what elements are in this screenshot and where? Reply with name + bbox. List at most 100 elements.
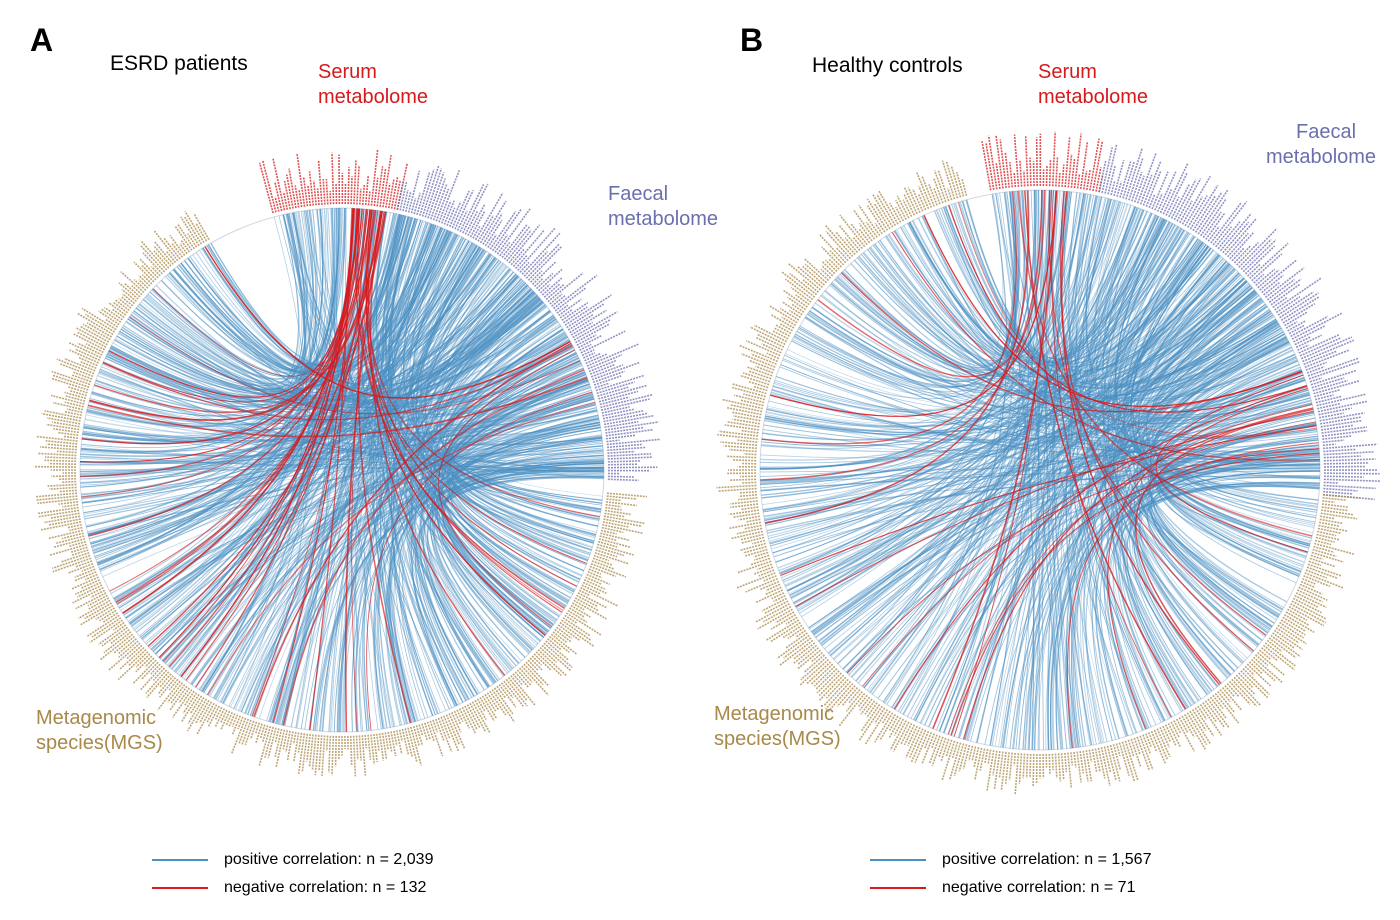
positive-correlation-link	[1118, 435, 1319, 719]
mgs-node-label	[37, 498, 78, 505]
positive-correlation-link	[869, 190, 1053, 694]
mgs-node-label	[803, 257, 830, 282]
mgs-node-label	[193, 213, 210, 241]
mgs-node-label	[69, 349, 99, 364]
positive-correlation-link	[159, 302, 545, 659]
positive-correlation-link	[209, 209, 366, 697]
serum-node-label	[298, 189, 303, 208]
positive-correlation-link	[762, 255, 1221, 505]
serum-node-label	[382, 154, 392, 208]
serum-node-label	[294, 185, 300, 208]
faecal-node-label	[1275, 296, 1301, 314]
mgs-node-label	[1262, 644, 1295, 671]
mgs-node-label	[583, 579, 606, 590]
faecal-node-label	[607, 463, 638, 466]
mgs-node-label	[731, 411, 762, 419]
mgs-node-label	[1321, 503, 1349, 509]
ring	[759, 189, 1321, 751]
faecal-node-label	[547, 272, 584, 303]
mgs-node-label	[765, 583, 781, 592]
faecal-node-label	[469, 210, 486, 238]
negative-correlation-link	[204, 246, 571, 399]
faecal-node-label	[1098, 160, 1107, 193]
mgs-node-label	[909, 728, 924, 758]
faecal-node-label	[1282, 302, 1316, 324]
mgs-node-label	[434, 718, 445, 742]
faecal-node-label	[1240, 238, 1272, 271]
negative-correlation-link	[950, 452, 1320, 736]
faecal-node-label	[459, 184, 485, 233]
mgs-node-label	[387, 731, 393, 752]
mgs-node-label	[398, 729, 403, 742]
positive-correlation-link	[775, 314, 1274, 420]
mgs-node-label	[576, 594, 599, 608]
faecal-node-label	[1323, 484, 1376, 490]
positive-correlation-link	[80, 409, 598, 457]
faecal-node-label	[1128, 158, 1144, 201]
positive-correlation-link	[781, 483, 1320, 578]
positive-correlation-link	[795, 280, 1247, 607]
mgs-node-label	[43, 515, 81, 524]
mgs-node-label	[738, 490, 757, 494]
mgs-node-label	[118, 282, 139, 300]
mgs-node-label	[51, 374, 90, 389]
faecal-node-label	[545, 284, 565, 301]
mgs-node-label	[900, 722, 913, 746]
mgs-node-label	[244, 720, 255, 746]
mgs-node-label	[1235, 674, 1256, 696]
mgs-node-label	[512, 673, 524, 686]
serum-node-label	[1064, 137, 1071, 188]
faecal-node-label	[410, 197, 417, 214]
legend-negative-text: negative correlation: n = 132	[224, 879, 427, 896]
mgs-node-label	[214, 708, 226, 728]
positive-correlation-link	[920, 254, 1219, 724]
faecal-node-label	[1270, 283, 1301, 306]
mgs-node-label	[505, 678, 528, 707]
faecal-node-label	[1251, 253, 1283, 282]
mgs-node-label	[946, 187, 953, 201]
positive-correlation-link	[1115, 218, 1311, 545]
positive-correlation-link	[98, 372, 604, 473]
faecal-node-label	[1104, 143, 1118, 194]
mgs-node-label	[95, 607, 116, 621]
positive-correlation-link	[821, 389, 1309, 646]
mgs-node-label	[600, 532, 630, 542]
faecal-node-label	[1261, 274, 1284, 294]
positive-correlation-link	[115, 338, 598, 435]
positive-correlation-link	[418, 250, 566, 608]
mgs-node-label	[158, 676, 177, 698]
mgs-node-label	[51, 377, 89, 391]
faecal-node-label	[587, 354, 623, 370]
mgs-node-label	[48, 518, 81, 526]
faecal-node-label	[1317, 402, 1341, 410]
mgs-node-label	[292, 731, 297, 745]
positive-correlation-link	[759, 198, 1110, 470]
positive-correlation-link	[760, 230, 1186, 461]
mgs-node-label	[308, 734, 314, 768]
mgs-node-label	[355, 735, 359, 760]
serum-node-label	[1032, 161, 1035, 187]
serum-node-label	[376, 166, 384, 207]
faecal-node-label	[484, 219, 503, 247]
serum-node-label	[385, 183, 391, 208]
mgs-node-label	[585, 576, 603, 586]
mgs-node-label	[950, 166, 962, 198]
mgs-node-label	[582, 581, 607, 595]
mgs-node-label	[752, 566, 774, 576]
positive-correlation-link	[111, 208, 341, 396]
positive-correlation-link	[942, 309, 1270, 734]
mgs-label-line2: species(MGS)	[714, 728, 841, 750]
positive-correlation-link	[81, 234, 458, 496]
mgs-node-label	[437, 717, 453, 753]
positive-correlation-link	[208, 473, 604, 696]
faecal-node-label	[407, 170, 421, 213]
mgs-node-label	[730, 500, 758, 505]
mgs-node-label	[799, 658, 830, 686]
mgs-node-label	[195, 699, 210, 724]
positive-correlation-link	[811, 264, 1232, 392]
mgs-node-label	[1322, 497, 1347, 501]
mgs-node-label	[836, 685, 856, 707]
positive-correlation-link	[821, 294, 1320, 467]
positive-correlation-link	[355, 214, 401, 732]
mgs-node-label	[69, 526, 83, 532]
